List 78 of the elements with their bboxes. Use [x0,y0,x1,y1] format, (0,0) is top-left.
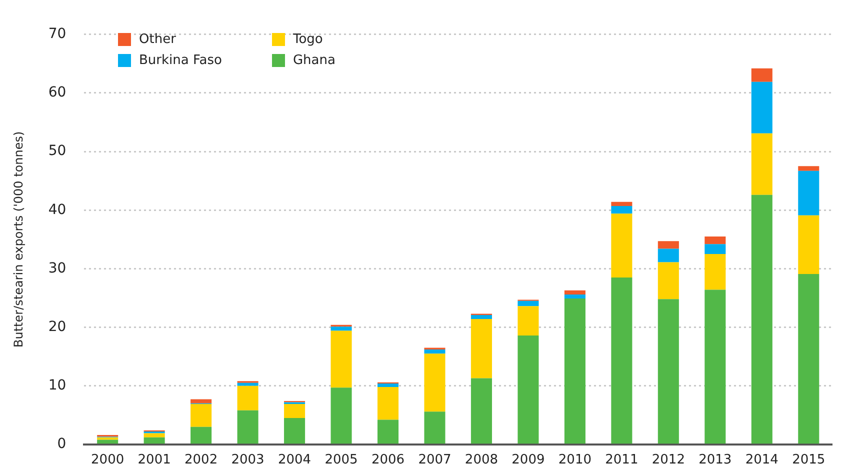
x-tick-label: 2009 [512,452,545,468]
bar [798,170,820,216]
bar [658,262,679,300]
bar [284,404,306,418]
bar [564,294,586,299]
bar [190,426,212,444]
bar [611,277,632,444]
bar [798,166,820,171]
y-tick-label: 60 [48,84,66,101]
x-tick-label: 2004 [278,452,312,468]
bar [704,290,726,444]
x-tick-label: 2006 [371,452,405,468]
bar [190,404,212,427]
bar [798,215,820,274]
bar [330,388,352,444]
bar [518,335,539,444]
bar [704,244,726,254]
legend-label: Togo [292,32,323,47]
x-tick-label: 2013 [698,452,732,468]
bar [470,378,492,444]
legend-label: Burkina Faso [139,53,222,68]
bar [611,202,632,206]
bar [611,206,632,214]
bar [330,330,352,388]
bar [377,420,399,444]
bar [424,412,446,444]
bar [190,399,212,404]
y-tick-label: 50 [48,143,66,160]
bar [518,306,539,336]
bar [751,133,772,195]
x-tick-label: 2003 [231,452,264,468]
bar [751,68,772,82]
bar [751,82,772,134]
bar [97,440,118,444]
x-tick-label: 2011 [605,452,638,468]
bar [424,350,446,354]
bar [424,354,446,412]
bar [470,319,492,378]
x-tick-label: 2005 [324,452,358,468]
legend-label: Other [139,32,176,47]
bar [658,299,679,444]
bar [518,300,539,306]
bar [658,248,679,262]
bar [237,386,258,410]
bar [237,382,258,386]
y-tick-label: 40 [48,202,66,218]
bar [330,326,352,331]
y-tick-label: 0 [57,436,66,452]
bar [284,418,306,444]
x-tick-label: 2001 [138,452,171,468]
y-tick-label: 10 [48,377,66,394]
bar [470,314,492,320]
bar [237,410,258,444]
bar [704,254,726,290]
x-tick-label: 2014 [745,452,778,468]
x-tick-label: 2007 [418,452,452,468]
bar [377,387,399,420]
x-tick-label: 2015 [792,452,826,468]
y-tick-label: 20 [48,318,66,335]
x-tick-label: 2008 [464,452,498,468]
y-tick-label: 70 [48,26,66,42]
x-tick-label: 2000 [91,452,124,468]
bar [704,236,726,244]
y-axis-title: Butter/stearin exports ('000 tonnes) [11,131,26,348]
bar [798,274,820,444]
x-tick-label: 2002 [184,452,218,468]
bar [564,290,586,294]
legend-label: Ghana [292,53,336,68]
bar [144,433,165,438]
bar [751,194,772,444]
bar [144,437,165,444]
x-tick-label: 2012 [652,452,685,468]
bar [611,214,632,278]
bar [377,383,399,387]
y-tick-label: 30 [48,260,66,276]
x-tick-label: 2010 [558,452,592,468]
bar [564,298,586,444]
bar [658,241,679,249]
